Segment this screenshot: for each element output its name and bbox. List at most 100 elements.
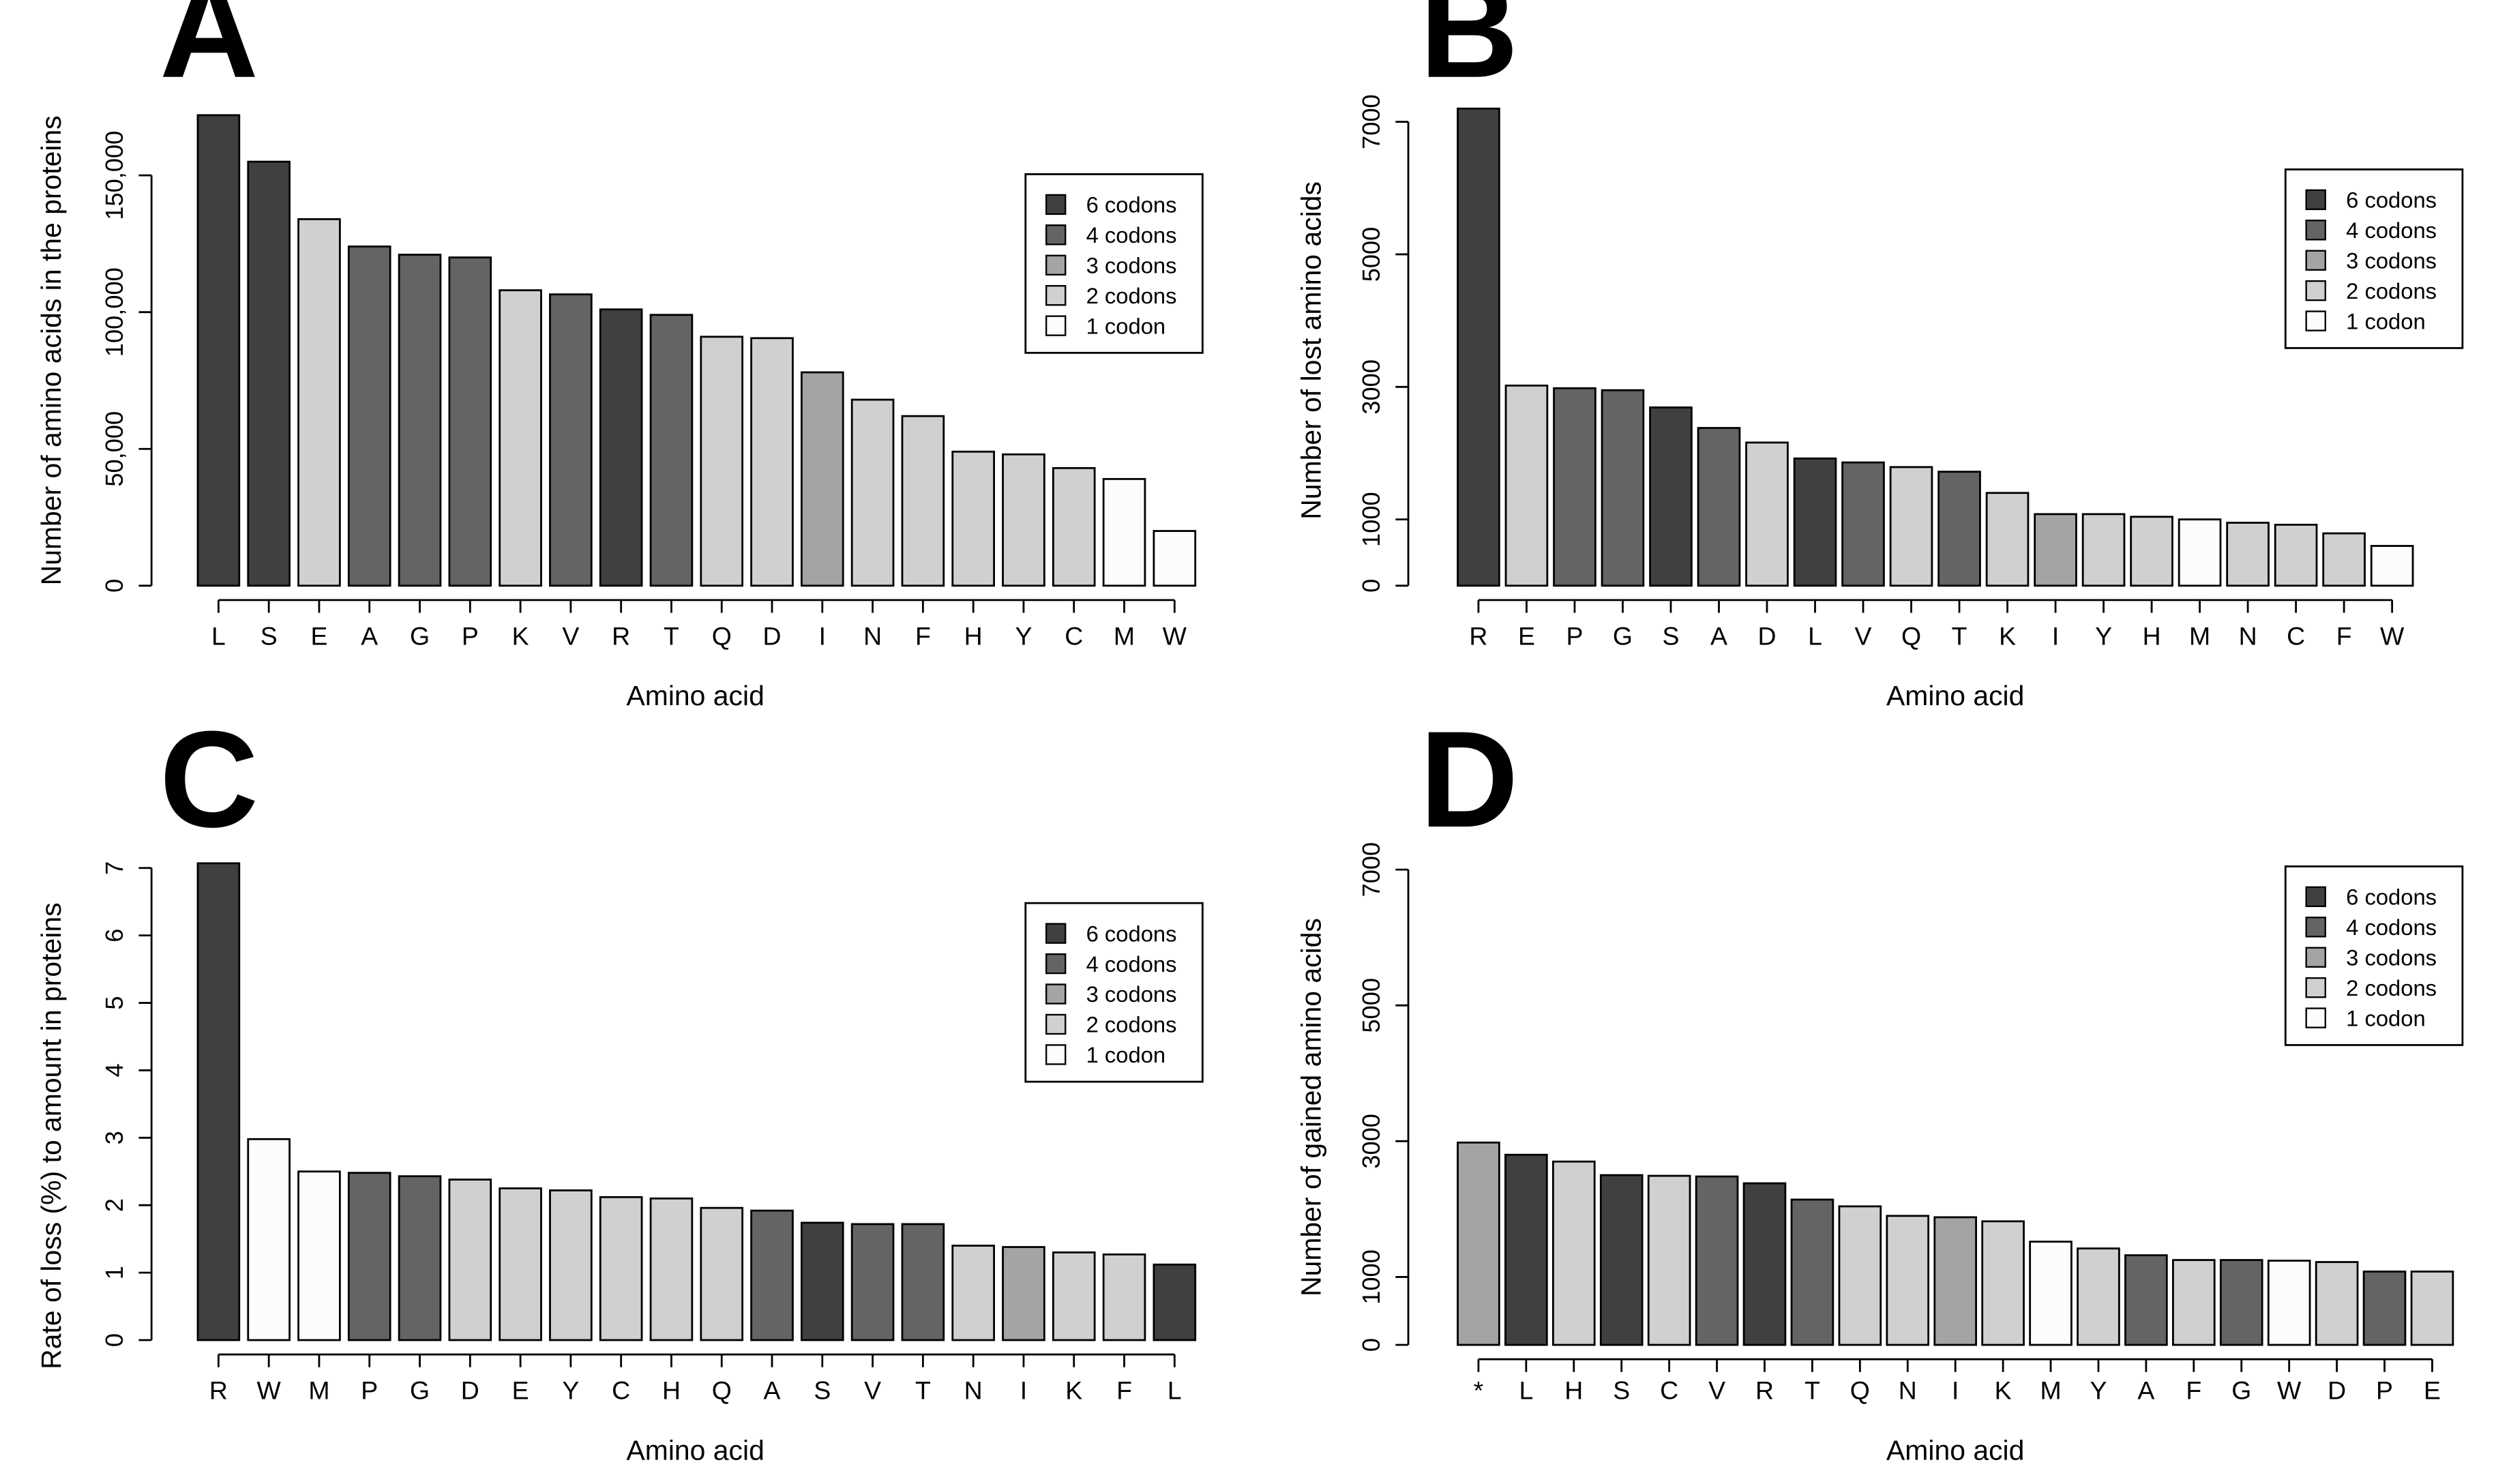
bar bbox=[1102, 1253, 1146, 1341]
y-tick-label: 150,000 bbox=[100, 131, 128, 220]
legend-swatch bbox=[1045, 315, 1067, 336]
legend: 6 codons 4 codons 3 codons 2 codons 1 codon bbox=[1024, 902, 1204, 1083]
bar bbox=[247, 160, 291, 587]
bar bbox=[2362, 1271, 2407, 1346]
x-tick-label: T bbox=[1804, 1376, 1820, 1405]
y-tick-label: 5 bbox=[100, 996, 128, 1009]
bar bbox=[297, 1170, 341, 1341]
bar bbox=[700, 336, 744, 587]
bar bbox=[2081, 513, 2126, 587]
x-tick-label: Y bbox=[1015, 621, 1032, 650]
x-tick-label: L bbox=[1519, 1376, 1533, 1405]
bar bbox=[1841, 461, 1885, 587]
bar bbox=[901, 1223, 945, 1341]
x-tick-label: M bbox=[308, 1376, 329, 1405]
y-axis-label: Rate of loss (%) to amount in proteins bbox=[35, 902, 67, 1369]
panel-c: C 0 1 2 3 4 5 6 7 R W M P G D E Y C H Q A S V T N I K F L Amino acid R… bbox=[35, 702, 1204, 1466]
legend-label: 4 codons bbox=[1086, 222, 1177, 248]
x-tick-label: G bbox=[2231, 1376, 2251, 1405]
legend-swatch bbox=[1045, 1013, 1067, 1035]
y-tick-label: 2 bbox=[100, 1198, 128, 1212]
y-tick-label: 1 bbox=[100, 1266, 128, 1279]
y-tick-label: 50,000 bbox=[100, 411, 128, 487]
bar bbox=[549, 1189, 593, 1341]
bar bbox=[850, 398, 895, 587]
bar bbox=[2267, 1260, 2311, 1346]
x-tick-label: Q bbox=[1901, 621, 1921, 650]
x-tick-label: L bbox=[211, 621, 226, 650]
x-tick-label: A bbox=[1710, 621, 1727, 650]
x-tick-label: H bbox=[1564, 1376, 1583, 1405]
x-tick-label: R bbox=[1469, 621, 1487, 650]
bar bbox=[398, 1175, 442, 1341]
legend-swatch bbox=[1045, 254, 1067, 276]
legend-swatch bbox=[2305, 977, 2326, 998]
bar bbox=[850, 1223, 895, 1341]
bar bbox=[448, 1178, 492, 1341]
y-tick-label: 0 bbox=[100, 579, 128, 593]
bar bbox=[2130, 516, 2173, 587]
legend-swatch bbox=[1045, 923, 1067, 944]
x-tick-label: P bbox=[1566, 621, 1583, 650]
bar bbox=[1981, 1220, 2025, 1346]
y-tick-label: 5000 bbox=[1357, 227, 1385, 282]
x-tick-label: I bbox=[819, 621, 826, 650]
x-tick-label: S bbox=[261, 621, 278, 650]
legend-label: 1 codon bbox=[2346, 308, 2426, 333]
bar bbox=[1553, 387, 1596, 587]
x-tick-label: A bbox=[361, 621, 378, 650]
x-tick-label: K bbox=[1065, 1376, 1082, 1405]
bar bbox=[448, 256, 492, 587]
x-tick-label: F bbox=[1116, 1376, 1132, 1405]
x-tick-label: Q bbox=[1850, 1376, 1870, 1405]
x-tick-label: I bbox=[2052, 621, 2059, 650]
x-tick-label: I bbox=[1020, 1376, 1027, 1405]
legend: 6 codons 4 codons 3 codons 2 codons 1 codon bbox=[2284, 168, 2464, 349]
x-tick-label: E bbox=[310, 621, 327, 650]
legend-swatch bbox=[2305, 280, 2326, 301]
y-tick-label: 7 bbox=[100, 861, 128, 875]
x-tick-label: A bbox=[2137, 1376, 2154, 1405]
x-tick-label: T bbox=[664, 621, 679, 650]
x-axis-label: Amino acid bbox=[626, 680, 764, 711]
x-tick-label: W bbox=[257, 1376, 282, 1405]
bar bbox=[649, 1197, 694, 1341]
x-tick-label: G bbox=[1613, 621, 1633, 650]
bar bbox=[1886, 1215, 1930, 1346]
bar bbox=[1985, 492, 2030, 587]
bar bbox=[1697, 427, 1741, 587]
x-tick-label: V bbox=[864, 1376, 881, 1405]
y-tick-label: 0 bbox=[100, 1333, 128, 1347]
x-tick-label: Q bbox=[712, 1376, 732, 1405]
x-tick-label: F bbox=[2186, 1376, 2201, 1405]
legend-swatch bbox=[2305, 310, 2326, 331]
bar bbox=[1002, 1246, 1045, 1341]
bar bbox=[499, 289, 542, 587]
legend-swatch bbox=[1045, 953, 1067, 975]
bar bbox=[1838, 1205, 1882, 1346]
bar bbox=[951, 450, 995, 587]
x-tick-label: N bbox=[964, 1376, 983, 1405]
x-tick-label: S bbox=[1613, 1376, 1630, 1405]
legend-label: 1 codon bbox=[1086, 313, 1166, 338]
legend-label: 4 codons bbox=[2346, 915, 2437, 940]
y-axis-label: Number of lost amino acids bbox=[1295, 181, 1326, 520]
bar bbox=[2322, 532, 2366, 587]
x-tick-label: H bbox=[2143, 621, 2161, 650]
bar bbox=[1745, 441, 1789, 587]
legend: 6 codons 4 codons 3 codons 2 codons 1 codon bbox=[2284, 865, 2464, 1046]
legend-label: 6 codons bbox=[2346, 188, 2437, 213]
bar bbox=[2077, 1247, 2120, 1346]
legend-swatch bbox=[2305, 189, 2326, 211]
legend-label: 2 codons bbox=[2346, 278, 2437, 303]
x-tick-label: V bbox=[1855, 621, 1872, 650]
x-tick-label: P bbox=[361, 1376, 378, 1405]
panel-letter: C bbox=[160, 702, 258, 856]
panel-b: B 0 1000 3000 5000 7000 R E P G S A D L V Q T K I Y H M N C F W Am… bbox=[1295, 0, 2464, 711]
x-tick-label: E bbox=[512, 1376, 529, 1405]
bar bbox=[1551, 1160, 1596, 1346]
x-tick-label: Y bbox=[2090, 1376, 2107, 1405]
bar bbox=[1601, 389, 1645, 587]
x-tick-label: F bbox=[915, 621, 931, 650]
bar bbox=[599, 1196, 643, 1341]
